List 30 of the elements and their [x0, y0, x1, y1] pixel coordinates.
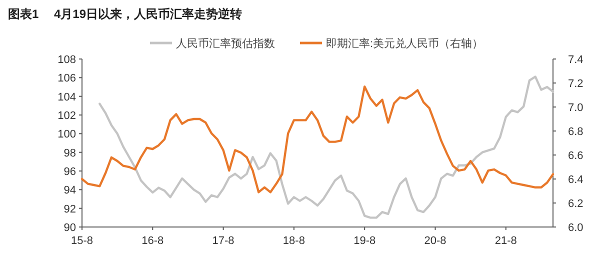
y2-tick-label: 7.0: [568, 102, 584, 114]
y2-tick-label: 6.0: [568, 222, 584, 234]
y2-tick-label: 6.2: [568, 198, 584, 210]
y-tick-label: 94: [64, 184, 76, 197]
legend-label: 人民币汇率预估指数: [176, 37, 275, 50]
chart-title: 图表1 4月19日以来，人民币汇率走势逆转: [8, 7, 242, 21]
y-tick-label: 108: [58, 54, 76, 66]
x-tick-label: 19-8: [354, 235, 376, 247]
y2-tick-label: 7.2: [568, 78, 584, 90]
x-tick-label: 16-8: [142, 235, 164, 247]
line-series: [98, 76, 554, 219]
y-tick-label: 90: [64, 222, 76, 234]
y-tick-label: 104: [58, 91, 76, 104]
x-tick-label: 21-8: [494, 235, 517, 247]
y-tick-label: 98: [64, 147, 76, 160]
y2-tick-label: 6.4: [568, 174, 584, 186]
y2-tick-label: 7.4: [568, 54, 584, 66]
legend-label: 即期汇率:美元兑人民币（右轴）: [326, 37, 484, 50]
x-tick-label: 17-8: [212, 235, 234, 247]
y-tick-label: 100: [58, 128, 76, 141]
x-tick-label: 20-8: [424, 235, 446, 247]
y2-tick-label: 6.8: [568, 126, 584, 138]
x-tick-label: 18-8: [282, 235, 305, 247]
y-tick-label: 92: [64, 203, 76, 216]
x-tick-label: 15-8: [70, 235, 94, 247]
y2-tick-label: 6.6: [568, 150, 584, 162]
y-tick-label: 106: [58, 72, 76, 85]
y-tick-label: 96: [64, 166, 76, 178]
line-series: [80, 86, 554, 194]
y-tick-label: 102: [58, 110, 76, 122]
